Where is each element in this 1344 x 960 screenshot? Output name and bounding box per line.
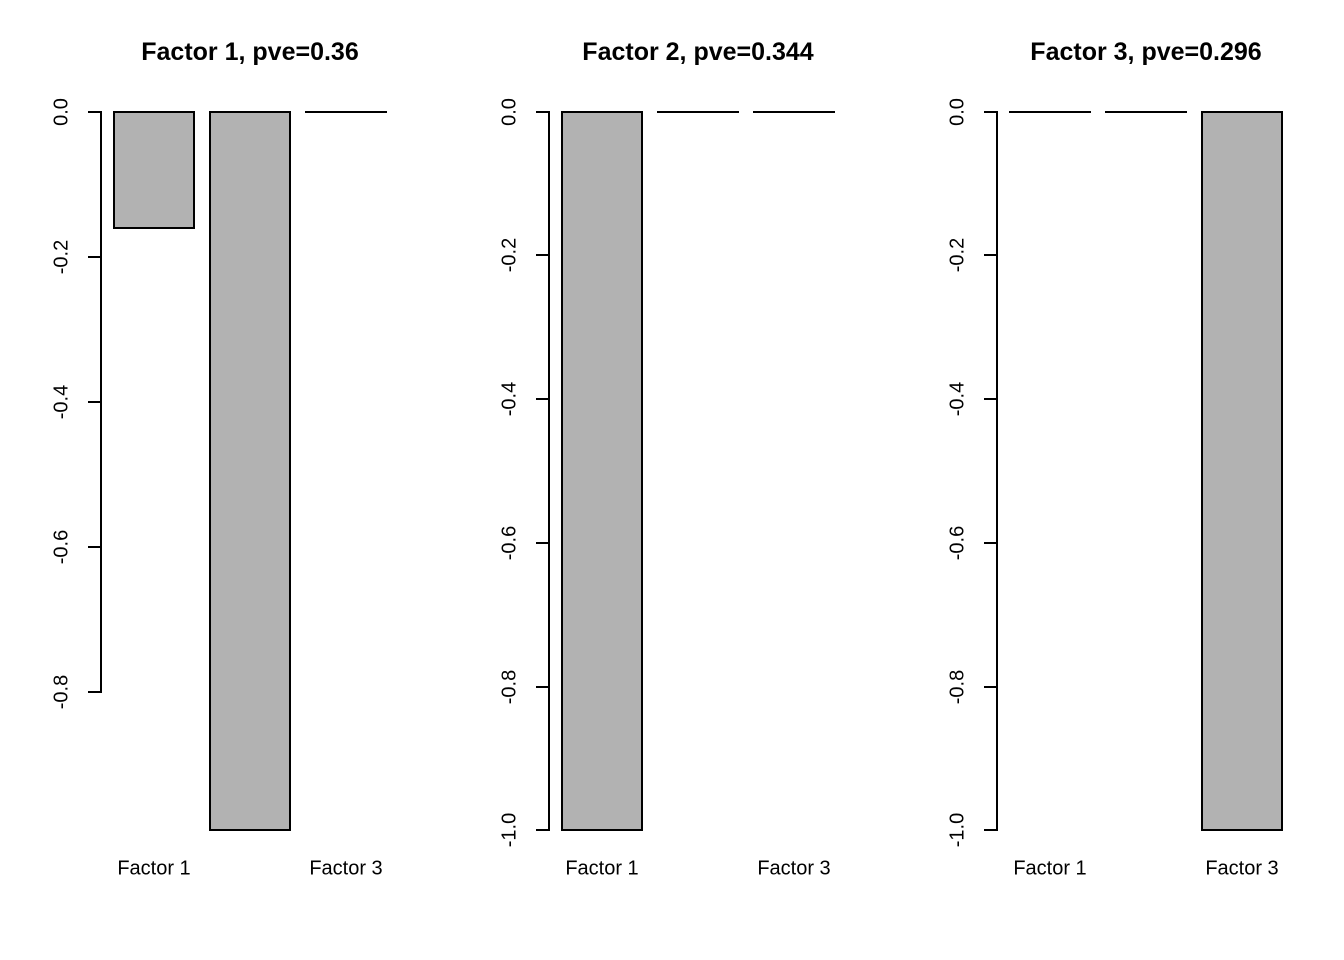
- panel-title: Factor 3, pve=0.296: [1030, 38, 1262, 66]
- plot-area: 0.0 -0.2 -0.4 -0.6 -0.8 Factor 1 Factor 3: [0, 0, 448, 960]
- y-axis-tick-label: -0.2: [498, 238, 521, 273]
- bar-zero: [753, 110, 835, 113]
- y-axis-line: [548, 110, 550, 832]
- plot-area: 0.0 -0.2 -0.4 -0.6 -0.8 -1.0 Factor 1 Factor 3: [896, 0, 1344, 960]
- y-axis-tick: [984, 541, 996, 544]
- y-axis-tick-label: -1.0: [498, 813, 521, 848]
- y-axis-tick: [984, 110, 996, 113]
- y-axis-tick-label: -0.6: [498, 525, 521, 561]
- panel-factor-2: Factor 2, pve=0.344 0.0 -0.2 -0.4 -0.6 -0.8 -…: [448, 0, 896, 960]
- x-axis-label: Factor 3: [757, 857, 831, 880]
- panel-title: Factor 2, pve=0.344: [582, 38, 814, 66]
- y-axis-tick: [536, 829, 548, 832]
- bar: [113, 110, 195, 229]
- y-axis-tick-label: -1.0: [946, 813, 969, 848]
- y-axis-tick: [88, 110, 100, 113]
- y-axis-tick-label: 0.0: [498, 97, 521, 126]
- panel-factor-1: Factor 1, pve=0.36 0.0 -0.2 -0.4 -0.6 -0.8 Fa…: [0, 0, 448, 960]
- y-axis-tick: [536, 110, 548, 113]
- y-axis-tick: [88, 401, 100, 404]
- plot-area: 0.0 -0.2 -0.4 -0.6 -0.8 -1.0 Factor 1 Factor 3: [448, 0, 896, 960]
- y-axis-tick: [984, 685, 996, 688]
- x-axis-label: Factor 1: [565, 857, 639, 880]
- bar: [209, 110, 291, 832]
- y-axis-line: [100, 110, 102, 694]
- x-axis-label: Factor 1: [117, 857, 191, 880]
- y-axis-tick-label: -0.4: [946, 381, 969, 417]
- y-axis-line: [996, 110, 998, 832]
- x-axis-label: Factor 3: [309, 857, 383, 880]
- panel-factor-3: Factor 3, pve=0.296 0.0 -0.2 -0.4 -0.6 -0.8 -…: [896, 0, 1344, 960]
- y-axis-tick-label: -0.4: [498, 381, 521, 417]
- y-axis-tick: [536, 254, 548, 257]
- y-axis-tick: [88, 691, 100, 694]
- y-axis-tick-label: -0.8: [946, 669, 969, 704]
- panel-title: Factor 1, pve=0.36: [141, 38, 359, 66]
- y-axis-tick: [984, 254, 996, 257]
- y-axis-tick-label: -0.4: [50, 384, 73, 420]
- y-axis-tick: [984, 398, 996, 401]
- y-axis-tick: [536, 541, 548, 544]
- x-axis-label: Factor 3: [1205, 857, 1279, 880]
- y-axis-tick: [536, 685, 548, 688]
- bar-zero: [1105, 110, 1187, 113]
- x-axis-label: Factor 1: [1013, 857, 1087, 880]
- bar: [561, 110, 643, 832]
- y-axis-tick-label: 0.0: [50, 97, 73, 126]
- bar-zero: [305, 110, 387, 113]
- bar: [1201, 110, 1283, 832]
- y-axis-tick: [536, 398, 548, 401]
- bar-zero: [1009, 110, 1091, 113]
- y-axis-tick-label: 0.0: [946, 97, 969, 126]
- y-axis-tick-label: -0.8: [498, 669, 521, 704]
- y-axis-tick-label: -0.6: [50, 529, 73, 565]
- y-axis-tick-label: -0.8: [50, 675, 73, 710]
- y-axis-tick-label: -0.2: [946, 238, 969, 273]
- y-axis-tick-label: -0.2: [50, 239, 73, 275]
- bar-zero: [657, 110, 739, 113]
- y-axis-tick: [88, 255, 100, 258]
- y-axis-tick-label: -0.6: [946, 525, 969, 561]
- y-axis-tick: [88, 546, 100, 549]
- y-axis-tick: [984, 829, 996, 832]
